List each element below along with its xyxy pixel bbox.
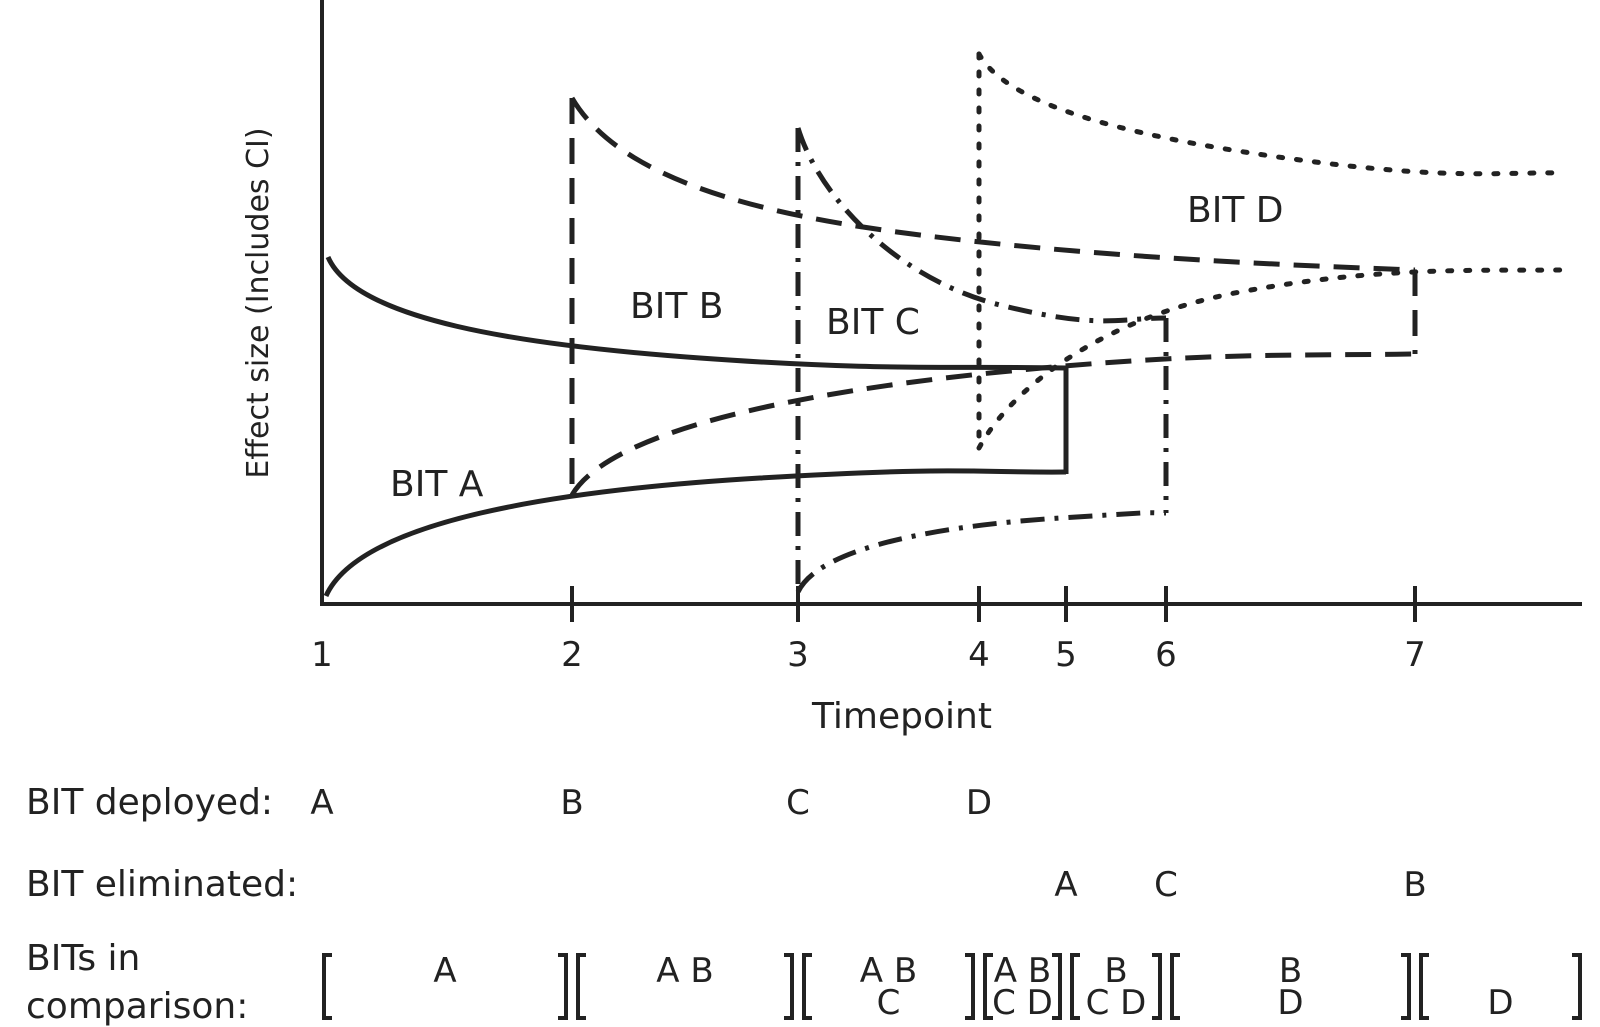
bit-b-lower-ci (569, 351, 1416, 497)
y-axis-title: Effect size (Includes CI) (241, 127, 276, 478)
interval-close-bracket (965, 953, 975, 1020)
interval-close-bracket (784, 953, 794, 1020)
bit-d-upper-ci (976, 51, 1563, 177)
bit-d-lower-ci (976, 267, 1563, 451)
comparison-interval-6-7: BD (1170, 951, 1411, 1023)
deployed-bit-d: D (966, 783, 992, 823)
x-tick-label-7: 7 (1404, 635, 1426, 675)
interval-bits-line-1: B (1104, 951, 1127, 991)
eliminated-bit-a: A (1054, 865, 1077, 905)
bits-in-comparison-label-line1: BITs in (26, 938, 140, 979)
interval-bits-line-2: C D (1086, 983, 1147, 1023)
interval-bits-line-2: C D (992, 983, 1053, 1023)
interval-bits-line-1: A B (994, 951, 1051, 991)
deployed-bit-a: A (310, 783, 333, 823)
bit-a-upper-ci (325, 255, 1067, 371)
interval-bits: A B (656, 951, 713, 991)
interval-open-bracket (802, 953, 812, 1020)
interval-close-bracket (1572, 953, 1582, 1020)
interval-close-bracket (558, 953, 568, 1020)
x-axis-title: Timepoint (811, 696, 992, 737)
series-bit-b: BIT B (569, 96, 1418, 497)
bit-c-label: BIT C (826, 302, 920, 343)
interval-bits: A (433, 951, 456, 991)
interval-close-bracket (1052, 953, 1062, 1020)
deployed-bit-b: B (560, 783, 583, 823)
interval-open-bracket (576, 953, 586, 1020)
interval-open-bracket (1070, 953, 1080, 1020)
bit-eliminated-row-label: BIT eliminated: (26, 864, 298, 905)
bit-d-label: BIT D (1187, 190, 1283, 231)
comparison-interval-4-5: A BC D (983, 951, 1062, 1023)
bit-a-label: BIT A (390, 464, 484, 505)
comparison-interval-7-end: D (1419, 953, 1582, 1023)
interval-open-bracket (983, 953, 993, 1020)
bit-c-upper-ci (795, 127, 1167, 324)
comparison-interval-2-3: A B (576, 951, 794, 1020)
interval-bits-line-2: C (877, 983, 901, 1023)
interval-close-bracket (1152, 953, 1162, 1020)
bit-b-upper-ci (569, 96, 1416, 273)
interval-bits-line-2: D (1487, 983, 1513, 1023)
deployed-bit-c: C (786, 783, 810, 823)
x-tick-label-5: 5 (1055, 635, 1077, 675)
x-tick-label-2: 2 (561, 635, 583, 675)
bit-deployed-row: A B C D (310, 783, 992, 823)
series-bit-c: BIT C (795, 127, 1169, 594)
interval-bits-line-2: D (1277, 983, 1303, 1023)
x-ticks: 1 2 3 4 5 6 7 (311, 586, 1426, 675)
interval-bits-line-1: B (1279, 951, 1302, 991)
eliminated-bit-c: C (1154, 865, 1178, 905)
x-tick-label-3: 3 (787, 635, 809, 675)
interval-open-bracket (1419, 953, 1429, 1020)
x-tick-label-6: 6 (1155, 635, 1177, 675)
bit-c-lower-ci (795, 510, 1167, 594)
bit-a-lower-ci (323, 468, 1067, 598)
bit-b-label: BIT B (630, 286, 723, 327)
eliminated-bit-b: B (1403, 865, 1426, 905)
series-bit-d: BIT D (976, 51, 1563, 451)
interval-open-bracket (322, 953, 332, 1020)
comparison-interval-1-2: A (322, 951, 568, 1020)
comparison-interval-3-4: A BC (802, 951, 975, 1023)
bits-in-comparison-label-line2: comparison: (26, 986, 248, 1027)
comparison-interval-5-6: BC D (1070, 951, 1162, 1023)
series-bit-a: BIT A (323, 255, 1069, 598)
x-tick-label-4: 4 (968, 635, 990, 675)
interval-bits-line-1: A B (860, 951, 917, 991)
interval-open-bracket (1170, 953, 1180, 1020)
interval-close-bracket (1401, 953, 1411, 1020)
x-tick-label-1: 1 (311, 635, 333, 675)
bit-deployed-row-label: BIT deployed: (26, 782, 273, 823)
